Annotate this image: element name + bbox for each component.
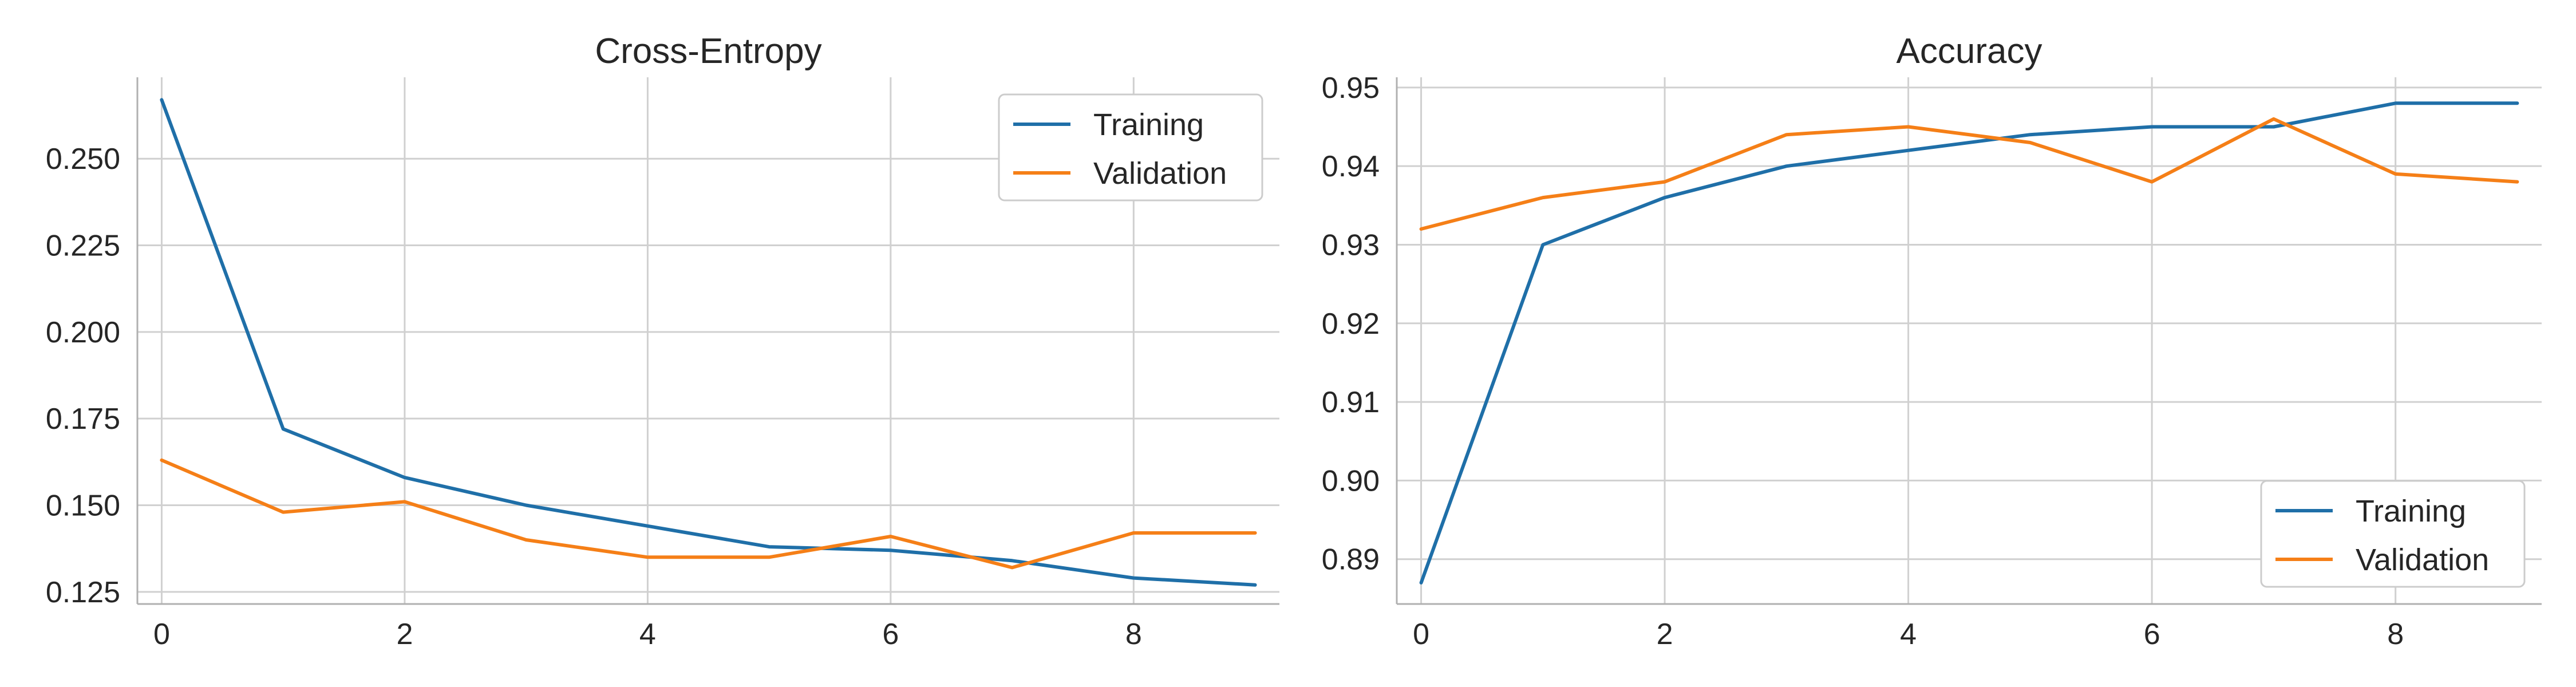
x-tick-label: 4: [639, 618, 656, 651]
y-tick-label: 0.92: [1322, 307, 1380, 341]
x-tick-label: 0: [1413, 618, 1429, 651]
series-line-training: [1419, 101, 2519, 585]
y-tick-label: 0.225: [46, 230, 120, 263]
series-line-training: [160, 98, 1257, 587]
x-tick-label: 6: [2144, 618, 2160, 651]
y-tick-label: 0.95: [1322, 72, 1380, 105]
x-tick-label: 4: [1900, 618, 1917, 651]
chart-title: Accuracy: [1897, 31, 2042, 71]
y-tick-label: 0.125: [46, 576, 120, 609]
x-tick-label: 8: [1125, 618, 1142, 651]
grid: [137, 77, 1279, 604]
y-tick-label: 0.250: [46, 143, 120, 176]
legend: Training Validation: [998, 93, 1263, 202]
y-tick-label: 0.90: [1322, 464, 1380, 498]
legend-label-training: Training: [2356, 494, 2466, 528]
y-tick-label: 0.89: [1322, 543, 1380, 577]
x-tick-label: 2: [396, 618, 413, 651]
x-tick-label: 0: [153, 618, 170, 651]
x-tick-label: 8: [2387, 618, 2404, 651]
legend-label-training: Training: [1093, 108, 1204, 142]
y-tick-label: 0.94: [1322, 150, 1380, 183]
grid: [1397, 77, 2542, 604]
x-tick-label: 6: [882, 618, 899, 651]
series-line-validation: [1419, 117, 2519, 231]
chart-0: 0 2 4 6 8 0.125 0.150 0.175 0.200 0.225 0.250 Cross…: [46, 31, 1279, 651]
legend: Training Validation: [2260, 480, 2526, 588]
chart-1: 0 2 4 6 8 0.89 0.90 0.91 0.92 0.93 0.94 0.95 Accurac…: [1322, 31, 2542, 651]
y-tick-label: 0.200: [46, 316, 120, 349]
y-tick-label: 0.93: [1322, 228, 1380, 262]
chart-title: Cross-Entropy: [595, 31, 821, 71]
legend-label-validation: Validation: [2356, 543, 2489, 577]
x-tick-label: 2: [1657, 618, 1673, 651]
y-tick-label: 0.91: [1322, 386, 1380, 419]
y-tick-label: 0.175: [46, 402, 120, 436]
y-tick-label: 0.150: [46, 489, 120, 523]
legend-label-validation: Validation: [1093, 156, 1227, 191]
series-line-validation: [160, 458, 1257, 570]
